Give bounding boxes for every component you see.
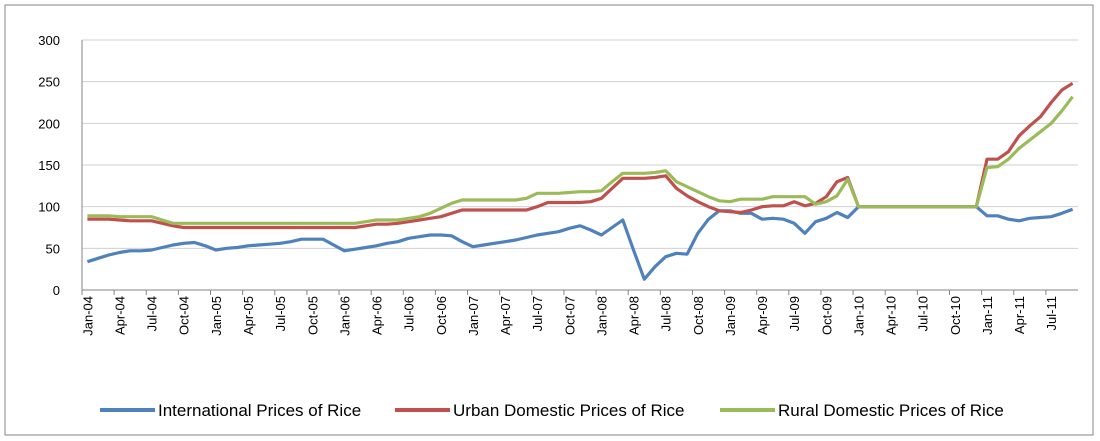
chart-border [4,4,1094,436]
y-tick-label: 200 [38,116,60,131]
x-tick-label: Oct-07 [562,296,577,335]
x-tick-label: Apr-04 [112,296,127,335]
x-tick-label: Apr-06 [370,296,385,335]
x-tick-label: Jan-09 [723,296,738,336]
y-tick-label: 50 [46,241,60,256]
x-tick-label: Apr-11 [1012,296,1027,334]
x-tick-label: Jul-09 [787,296,802,331]
y-tick-label: 300 [38,33,60,48]
x-tick-label: Oct-06 [434,296,449,335]
x-tick-label: Jul-06 [402,296,417,331]
x-tick-label: Jul-04 [145,296,160,331]
y-tick-label: 150 [38,158,60,173]
y-tick-label: 0 [53,283,60,298]
x-tick-label: Oct-10 [948,296,963,335]
x-tick-label: Jan-10 [851,296,866,336]
x-tick-label: Jan-11 [980,296,995,335]
x-tick-label: Jan-07 [466,296,481,336]
x-tick-label: Oct-08 [691,296,706,335]
x-tick-label: Jan-06 [337,296,352,336]
x-tick-label: Jul-07 [530,296,545,331]
x-tick-label: Apr-07 [498,296,513,335]
y-tick-label: 100 [38,200,60,215]
x-tick-label: Oct-05 [305,296,320,335]
x-tick-label: Oct-04 [177,296,192,335]
y-tick-label: 250 [38,75,60,90]
x-tick-label: Oct-09 [819,296,834,335]
x-tick-label: Apr-09 [755,296,770,335]
x-tick-label: Jul-05 [273,296,288,331]
x-tick-label: Jan-05 [209,296,224,336]
x-tick-label: Apr-08 [627,296,642,335]
series-line [87,95,1074,225]
legend-label: International Prices of Rice [158,401,361,420]
x-tick-label: Jul-08 [659,296,674,331]
x-tick-label: Jan-04 [80,296,95,336]
x-tick-label: Jul-11 [1044,296,1059,330]
x-tick-label: Jan-08 [594,296,609,336]
x-tick-label: Apr-05 [241,296,256,335]
legend-label: Urban Domestic Prices of Rice [453,401,684,420]
legend-label: Rural Domestic Prices of Rice [778,401,1004,420]
x-tick-label: Apr-10 [884,296,899,335]
x-tick-label: Jul-10 [916,296,931,331]
